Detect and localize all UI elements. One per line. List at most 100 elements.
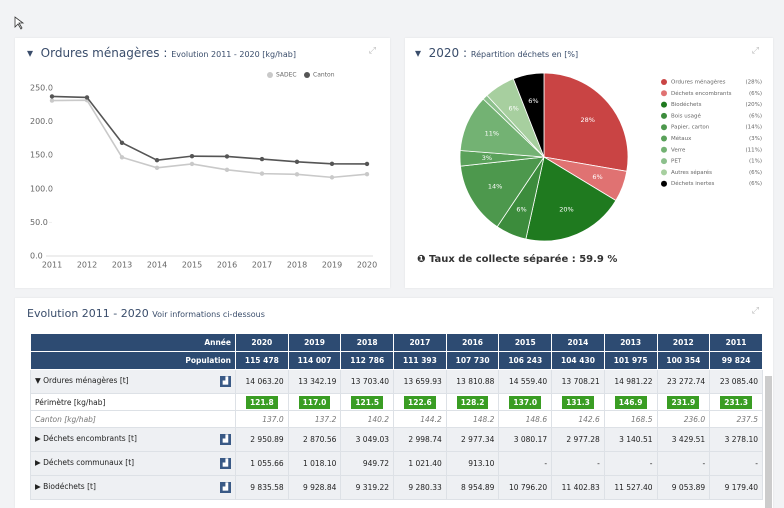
value-cell: -	[551, 451, 605, 476]
toggle[interactable]: ▶	[35, 434, 44, 443]
year: 2016	[445, 333, 500, 352]
badge: 121.5	[351, 395, 384, 409]
value-cell: 10 796.20	[498, 475, 553, 500]
table-row: ▶ Biodéchets [t] ▟ 9 835.58 9 928.84 9 319.2…	[30, 475, 763, 500]
header-label: Année	[30, 333, 236, 352]
scrollbar[interactable]	[765, 376, 772, 508]
header-row: Année 2020 2019 2018 2017 2016 2015 2014 2013 201…	[30, 333, 763, 352]
value-cell: 14 559.40	[498, 369, 553, 394]
row-label: Périmètre [kg/hab]	[30, 393, 236, 411]
value-cell: 9 835.58	[235, 475, 289, 500]
table-row: ▶ Déchets communaux [t] ▟ 1 055.66 1 018.10…	[30, 451, 763, 476]
badge: 137.0	[509, 395, 542, 409]
value-cell: 8 954.89	[445, 475, 500, 500]
value-cell: -	[709, 451, 763, 476]
population: 101 975	[603, 351, 658, 370]
value-cell: 23 272.74	[656, 369, 711, 394]
year: 2019	[287, 333, 342, 352]
value-cell: 236.0	[656, 410, 711, 428]
year: 2018	[340, 333, 395, 352]
population: 100 354	[656, 351, 711, 370]
badge: 117.0	[298, 395, 331, 409]
value-cell: 2 977.34	[445, 427, 500, 452]
row-label: ▼ Ordures ménagères [t] ▟	[30, 369, 236, 394]
value-cell: 3 429.51	[656, 427, 711, 452]
value-cell: 2 870.56	[287, 427, 342, 452]
year: 2017	[393, 333, 447, 352]
value-cell: 121.5	[340, 393, 395, 411]
value-cell: 3 080.17	[498, 427, 553, 452]
value-cell: 168.5	[603, 410, 658, 428]
value-cell: 231.9	[656, 393, 711, 411]
value-cell: 2 998.74	[393, 427, 447, 452]
year: 2014	[551, 333, 605, 352]
expand-icon[interactable]: ⤢	[751, 306, 759, 316]
badge: 122.6	[404, 395, 436, 409]
value-cell: 137.2	[287, 410, 342, 428]
panel-title: Evolution 2011 - 2020 Voir informations …	[27, 307, 265, 320]
label-text: Biodéchets [t]	[43, 482, 96, 491]
chart-icon[interactable]: ▟	[220, 434, 231, 445]
value-cell: 148.2	[445, 410, 500, 428]
toggle[interactable]: ▼	[35, 376, 44, 385]
title: 2020 :	[428, 46, 468, 60]
value-cell: 13 708.21	[551, 369, 605, 394]
value-cell: 13 810.88	[445, 369, 500, 394]
table-panel: Evolution 2011 - 2020 Voir informations …	[15, 298, 773, 508]
population: 104 430	[551, 351, 605, 370]
value-cell: 140.2	[340, 410, 395, 428]
year: 2012	[656, 333, 711, 352]
chart-icon[interactable]: ▟	[220, 482, 231, 493]
title: Evolution 2011 - 2020	[27, 307, 149, 320]
value-cell: 3 278.10	[709, 427, 763, 452]
value-cell: 9 179.40	[709, 475, 763, 500]
population: 99 824	[709, 351, 763, 370]
year: 2013	[603, 333, 658, 352]
table-row: Canton [kg/hab] 137.0 137.2 140.2 144.2 148.2…	[30, 410, 763, 428]
value-cell: 23 085.40	[709, 369, 763, 394]
value-cell: 3 049.03	[340, 427, 395, 452]
row-label: ▶ Biodéchets [t] ▟	[30, 475, 236, 500]
expand-icon[interactable]: ⤢	[751, 46, 759, 56]
label-text: Ordures ménagères [t]	[43, 376, 129, 385]
label-text: Périmètre [kg/hab]	[35, 397, 106, 407]
badge: 231.9	[667, 395, 700, 409]
toggle[interactable]: ▶	[35, 482, 44, 491]
table-row: ▶ Déchets encombrants [t] ▟ 2 950.89 2 870.…	[30, 427, 763, 452]
title: Ordures ménagères :	[40, 46, 168, 60]
population-row: Population 115 478 114 007 112 786 111 393 10…	[30, 351, 763, 370]
value-cell: 13 659.93	[393, 369, 447, 394]
value-cell: 2 950.89	[235, 427, 289, 452]
value-cell: 122.6	[393, 393, 447, 411]
population: 107 730	[445, 351, 500, 370]
badge: 128.2	[456, 395, 489, 409]
value-cell: 11 527.40	[603, 475, 658, 500]
value-cell: -	[498, 451, 553, 476]
population: 115 478	[235, 351, 289, 370]
value-cell: 128.2	[445, 393, 500, 411]
year: 2020	[235, 333, 289, 352]
table-row: Périmètre [kg/hab] 121.8 117.0 121.5 122.6 12…	[30, 393, 763, 411]
value-cell: 117.0	[287, 393, 342, 411]
badge: 231.3	[720, 395, 752, 409]
expand-icon[interactable]: ⤢	[368, 46, 376, 56]
value-cell: 1 018.10	[287, 451, 342, 476]
toggle[interactable]: ▶	[35, 458, 44, 467]
chart-icon[interactable]: ▟	[220, 376, 231, 387]
population: 114 007	[287, 351, 342, 370]
panel-title: ▾ Ordures ménagères : Evolution 2011 - 2…	[27, 46, 296, 60]
footer-text: Taux de collecte séparée : 59.9 %	[428, 254, 618, 265]
year: 2015	[498, 333, 553, 352]
row-label: ▶ Déchets communaux [t] ▟	[30, 451, 236, 476]
value-cell: 137.0	[498, 393, 553, 411]
footer: ❶ Taux de collecte séparée : 59.9 %	[417, 254, 618, 265]
value-cell: 14 063.20	[235, 369, 289, 394]
value-cell: 11 402.83	[551, 475, 605, 500]
year: 2011	[709, 333, 763, 352]
chart-icon[interactable]: ▟	[220, 458, 231, 469]
value-cell: 237.5	[709, 410, 763, 428]
badge: 121.8	[245, 395, 278, 409]
value-cell: 2 977.28	[551, 427, 605, 452]
value-cell: 3 140.51	[603, 427, 658, 452]
value-cell: 949.72	[340, 451, 395, 476]
